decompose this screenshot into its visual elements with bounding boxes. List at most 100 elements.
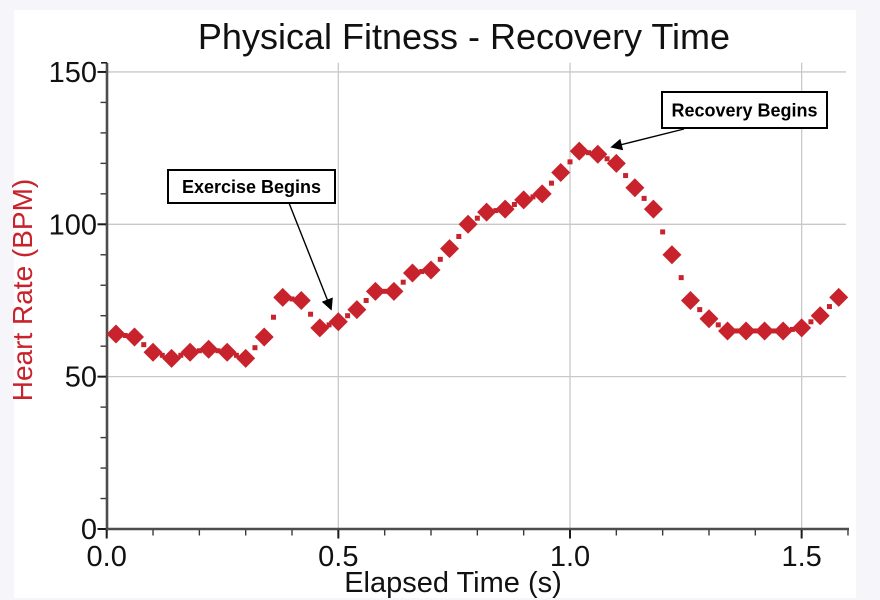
x-tick-label: 1.0 <box>550 541 590 573</box>
data-point-diamond <box>829 287 849 307</box>
x-tick-label: 0.5 <box>318 541 358 573</box>
data-point-diamond <box>440 239 460 259</box>
connector-dot <box>437 256 443 262</box>
connector-dot <box>548 180 554 186</box>
data-point-diamond <box>384 281 404 301</box>
data-point-diamond <box>810 306 830 326</box>
connector-dot <box>363 297 369 303</box>
exercise-begins-label: Exercise Begins <box>182 177 321 197</box>
data-point-diamond <box>328 312 348 332</box>
connector-dot <box>196 348 202 354</box>
x-axis-label: Elapsed Time (s) <box>344 567 562 599</box>
data-point-diamond <box>773 321 793 341</box>
data-point-diamond <box>458 214 478 234</box>
connector-dot <box>641 195 647 201</box>
data-point-diamond <box>680 290 700 310</box>
connector-dot <box>623 173 629 179</box>
recovery-begins-box <box>661 91 828 129</box>
connector-dot <box>456 233 462 239</box>
exercise-begins-box <box>167 169 336 204</box>
data-point-diamond <box>310 318 330 338</box>
x-tick-label: 1.5 <box>781 541 821 573</box>
recovery-begins-label: Recovery Begins <box>671 101 817 121</box>
connector-dot <box>345 313 351 319</box>
data-point-diamond <box>755 321 775 341</box>
connector-dot <box>400 279 406 285</box>
y-tick-label: 50 <box>65 362 97 394</box>
recovery-begins-arrow <box>610 128 685 151</box>
data-point-diamond <box>718 321 738 341</box>
data-point-diamond <box>291 290 311 310</box>
data-point-diamond <box>699 309 719 329</box>
data-points-layer <box>106 141 849 368</box>
connector-dot <box>178 352 184 358</box>
data-point-diamond <box>402 263 422 283</box>
data-point-diamond <box>736 321 756 341</box>
data-point-diamond <box>273 287 293 307</box>
connector-dot <box>289 296 295 302</box>
connector-dot <box>326 322 332 328</box>
connector-dot <box>270 314 276 320</box>
data-point-diamond <box>643 199 663 219</box>
data-point-diamond <box>106 324 126 344</box>
data-point-diamond <box>421 260 441 280</box>
data-point-diamond <box>662 245 682 265</box>
connector-dot <box>141 342 147 348</box>
data-point-diamond <box>569 141 589 161</box>
connector-dot <box>474 215 480 221</box>
data-point-diamond <box>588 144 608 164</box>
data-point-diamond <box>477 202 497 222</box>
connector-dot <box>233 352 239 358</box>
connector-dot <box>604 156 610 162</box>
connector-dot <box>215 348 221 354</box>
connector-dot <box>826 304 832 310</box>
chart-title: Physical Fitness - Recovery Time <box>198 16 730 57</box>
data-point-diamond <box>365 281 385 301</box>
data-point-diamond <box>495 199 515 219</box>
connector-dot <box>511 201 517 207</box>
data-point-diamond <box>254 327 274 347</box>
connector-dot <box>678 275 684 281</box>
y-tick-label: 100 <box>49 209 97 241</box>
data-point-diamond <box>236 348 256 368</box>
exercise-begins-arrow <box>288 202 333 311</box>
data-point-diamond <box>625 178 645 198</box>
data-point-diamond <box>514 190 534 210</box>
data-point-diamond <box>551 163 571 183</box>
y-tick-label: 0 <box>81 514 97 546</box>
data-point-diamond <box>347 300 367 320</box>
data-point-diamond <box>792 318 812 338</box>
connector-dot <box>252 345 258 351</box>
annotation-recovery-begins: Recovery Begins <box>610 91 828 151</box>
y-axis-label: Heart Rate (BPM) <box>7 179 38 402</box>
tick-labels-layer: 0.0 0.5 1.0 1.5 0 50 100 150 <box>49 57 822 573</box>
annotation-exercise-begins: Exercise Begins <box>167 169 336 311</box>
data-point-diamond <box>180 342 200 362</box>
x-tick-label: 0.0 <box>87 541 127 573</box>
connector-dot <box>122 333 128 339</box>
gridlines-layer <box>107 62 846 529</box>
connector-dot <box>530 194 536 200</box>
y-tick-label: 150 <box>49 57 97 89</box>
connector-dot <box>697 307 703 313</box>
data-point-diamond <box>532 184 552 204</box>
connector-dot <box>789 326 795 332</box>
connector-dot <box>586 150 592 156</box>
data-point-diamond <box>606 153 626 173</box>
connector-dot <box>808 319 814 325</box>
connector-dot <box>159 352 165 358</box>
connector-dot <box>493 208 499 214</box>
data-point-diamond <box>162 348 182 368</box>
connector-dot <box>715 322 721 328</box>
data-point-diamond <box>217 342 237 362</box>
data-point-diamond <box>124 327 144 347</box>
data-point-diamond <box>143 342 163 362</box>
connector-dot <box>308 311 314 317</box>
connector-dot <box>419 269 425 275</box>
connector-dot <box>660 229 666 235</box>
axes-layer <box>101 61 849 531</box>
ticks-layer <box>97 70 849 539</box>
data-point-diamond <box>199 339 219 359</box>
